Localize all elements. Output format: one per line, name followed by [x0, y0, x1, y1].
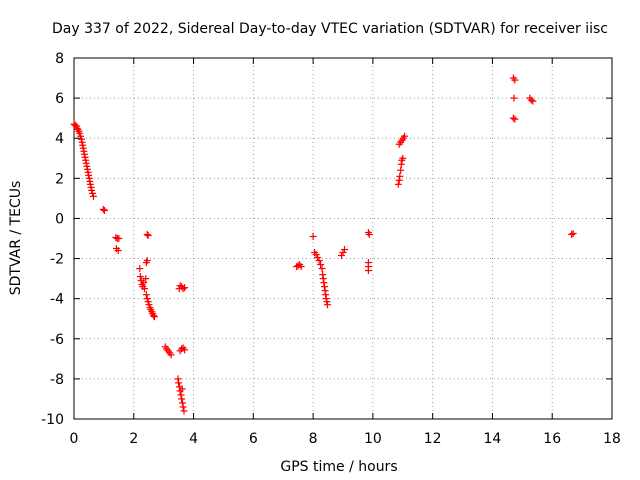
y-tick-label: -8	[50, 372, 64, 388]
data-point-marker	[568, 230, 576, 238]
data-point-marker	[114, 247, 122, 255]
data-point-marker	[294, 262, 302, 270]
x-tick-label: 18	[603, 431, 621, 447]
data-point-marker	[140, 279, 148, 287]
data-point-marker	[312, 251, 320, 259]
data-point-marker	[144, 231, 152, 239]
data-point-marker	[181, 284, 189, 292]
data-point-marker	[89, 192, 97, 200]
data-point-marker	[317, 261, 325, 269]
data-point-marker	[99, 205, 107, 213]
x-tick-label: 4	[189, 431, 198, 447]
data-point-marker	[115, 235, 123, 242]
data-point-marker	[145, 301, 153, 309]
data-point-marker	[141, 285, 149, 293]
y-tick-label: 8	[55, 51, 64, 67]
data-point-marker	[394, 180, 402, 188]
data-point-marker	[178, 395, 186, 403]
data-point-marker	[89, 189, 97, 197]
data-point-marker	[401, 132, 409, 140]
x-tick-label: 12	[424, 431, 442, 447]
data-point-marker	[314, 254, 322, 262]
x-tick-label: 6	[249, 431, 258, 447]
data-point-marker	[297, 263, 305, 271]
y-axis-label: SDTVAR / TECUs	[8, 181, 24, 296]
x-tick-labels: 0 2 4 6 8 10 12 14 16 18	[70, 431, 621, 447]
data-point-marker	[339, 249, 347, 257]
x-tick-label: 10	[364, 431, 382, 447]
data-point-marker	[181, 346, 189, 354]
data-point-marker	[179, 403, 187, 411]
data-point-marker	[100, 206, 108, 214]
data-point-marker	[180, 407, 188, 415]
data-point-marker	[77, 132, 85, 140]
data-point-marker	[178, 345, 186, 353]
data-point-marker	[143, 257, 151, 265]
data-point-marker	[142, 275, 150, 283]
data-point-marker	[176, 282, 184, 290]
plot-frame	[73, 57, 613, 420]
data-point-marker	[396, 172, 404, 180]
data-point-marker	[178, 385, 186, 393]
data-point-marker	[167, 351, 175, 359]
data-point-marker	[76, 129, 84, 137]
data-point-marker	[338, 252, 346, 260]
data-point-marker	[144, 298, 152, 306]
data-point-marker	[318, 265, 326, 273]
data-point-marker	[511, 76, 519, 84]
data-point-marker	[315, 257, 323, 265]
data-point-marker	[309, 232, 317, 240]
data-point-marker	[569, 229, 577, 237]
data-point-marker	[143, 295, 151, 303]
data-point-marker	[150, 312, 158, 320]
data-point-marker	[511, 115, 519, 123]
data-point-marker	[136, 273, 144, 281]
chart-title: Day 337 of 2022, Sidereal Day-to-day VTE…	[52, 21, 608, 37]
data-point-marker	[136, 265, 144, 273]
data-point-marker	[397, 166, 405, 174]
y-tick-label: -4	[50, 292, 64, 308]
x-tick-label: 16	[543, 431, 561, 447]
data-point-marker	[88, 186, 96, 194]
x-tick-label: 0	[70, 431, 79, 447]
axis-ticks	[73, 57, 613, 420]
data-point-marker	[142, 291, 150, 299]
y-tick-label: 6	[55, 91, 64, 107]
data-point-marker	[364, 267, 372, 275]
y-tick-label: 2	[55, 171, 64, 187]
grid-lines	[74, 58, 612, 419]
y-tick-label: -6	[50, 332, 64, 348]
data-point-marker	[175, 379, 183, 387]
data-point-marker	[510, 94, 518, 102]
y-tick-label: -2	[50, 252, 64, 268]
data-point-marker	[179, 285, 187, 293]
x-tick-label: 2	[129, 431, 138, 447]
data-point-marker	[150, 313, 158, 321]
data-point-marker	[365, 230, 373, 238]
x-tick-label: 8	[309, 431, 318, 447]
y-tick-label: 4	[55, 131, 64, 147]
x-tick-label: 14	[484, 431, 502, 447]
y-tick-label: 0	[55, 211, 64, 227]
data-point-marker	[323, 301, 331, 309]
data-point-marker	[509, 114, 517, 122]
data-point-marker	[399, 154, 407, 162]
y-tick-labels: -10 -8 -6 -4 -2 0 2 4 6 8	[41, 51, 64, 428]
data-point-marker	[143, 230, 151, 238]
data-points	[70, 74, 577, 415]
data-point-marker	[112, 233, 120, 241]
data-point-marker	[527, 96, 535, 104]
data-point-marker	[529, 97, 537, 105]
x-axis-label: GPS time / hours	[280, 459, 397, 475]
data-point-marker	[340, 246, 348, 254]
y-tick-label: -10	[41, 412, 64, 428]
